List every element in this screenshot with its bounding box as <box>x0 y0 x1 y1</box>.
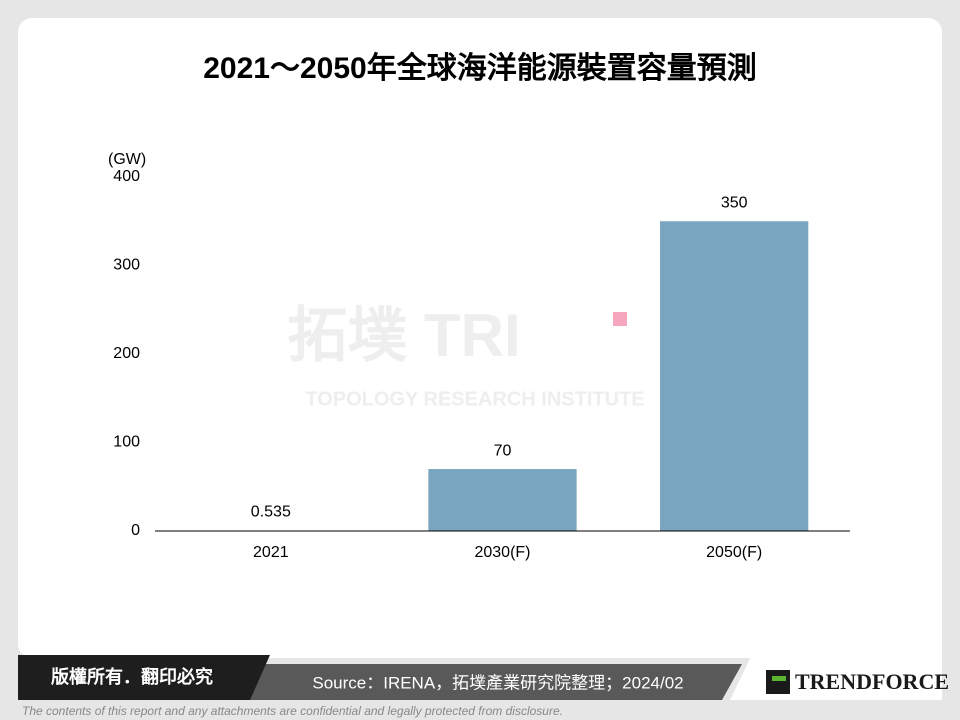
watermark-name: TOPOLOGY RESEARCH INSTITUTE <box>305 388 644 410</box>
watermark-logo: 拓墣 TRI <box>287 302 520 369</box>
brand-icon-stripe <box>772 676 786 681</box>
chart-title: 2021～2050年全球海洋能源裝置容量預測 <box>203 51 756 85</box>
brand-icon <box>766 670 790 694</box>
brand: TRENDFORCE <box>795 669 949 694</box>
y-tick-label: 300 <box>113 257 140 274</box>
y-tick-label: 400 <box>113 168 140 185</box>
data-label: 70 <box>494 442 512 459</box>
plot: 0 100 200 300 400 2021 0.535 2030(F) 70 2050(F) 35… <box>113 168 850 561</box>
x-tick-label: 2050(F) <box>706 544 762 561</box>
y-tick-label: 100 <box>113 434 140 451</box>
rights-band <box>18 655 270 700</box>
rights: 版權所有．翻印必究 <box>51 666 213 687</box>
bar <box>428 469 577 531</box>
y-tick-label: 0 <box>131 522 140 539</box>
source-band <box>250 664 742 700</box>
bar <box>660 221 809 531</box>
watermark-dot <box>613 312 627 326</box>
disclaimer: The contents of this report and any atta… <box>22 704 563 718</box>
x-tick-label: 2030(F) <box>474 544 530 561</box>
data-label: 350 <box>721 194 748 211</box>
y-unit: (GW) <box>108 151 146 168</box>
data-label: 0.535 <box>251 504 291 521</box>
y-tick-label: 200 <box>113 345 140 362</box>
source: Source：IRENA，拓墣產業研究院整理；2024/02 <box>312 673 683 692</box>
x-tick-label: 2021 <box>253 544 289 561</box>
